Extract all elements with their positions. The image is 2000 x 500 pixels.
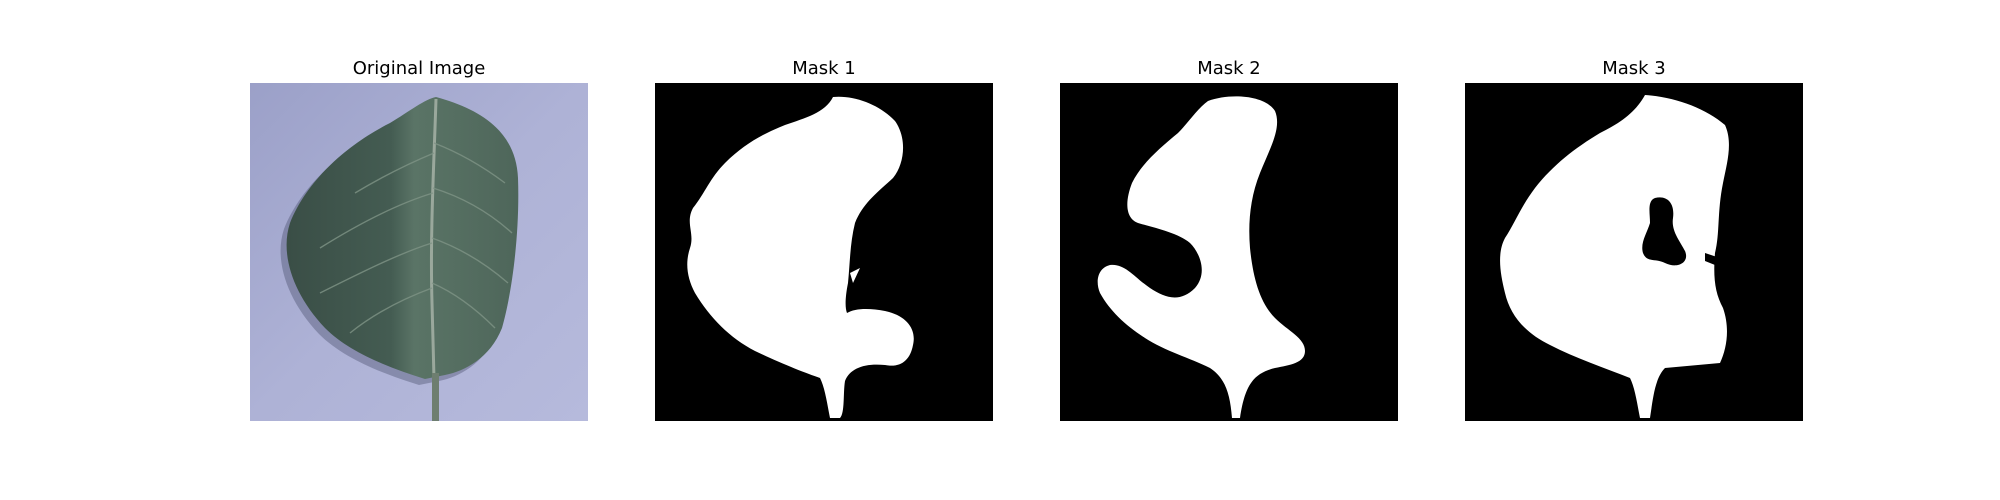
mask-2-image [1060, 83, 1398, 421]
panel-title: Mask 1 [792, 58, 856, 79]
panel-title: Original Image [352, 58, 486, 79]
mask-3-image [1465, 83, 1803, 421]
mask-1-image [655, 83, 993, 421]
panel-mask-1: Mask 1 [655, 55, 993, 421]
panel-title: Mask 3 [1602, 58, 1666, 79]
original-image [250, 83, 588, 421]
panel-mask-3: Mask 3 [1465, 55, 1803, 421]
panel-title: Mask 2 [1197, 58, 1261, 79]
panel-original-image: Original Image [250, 55, 588, 421]
panel-mask-2: Mask 2 [1060, 55, 1398, 421]
